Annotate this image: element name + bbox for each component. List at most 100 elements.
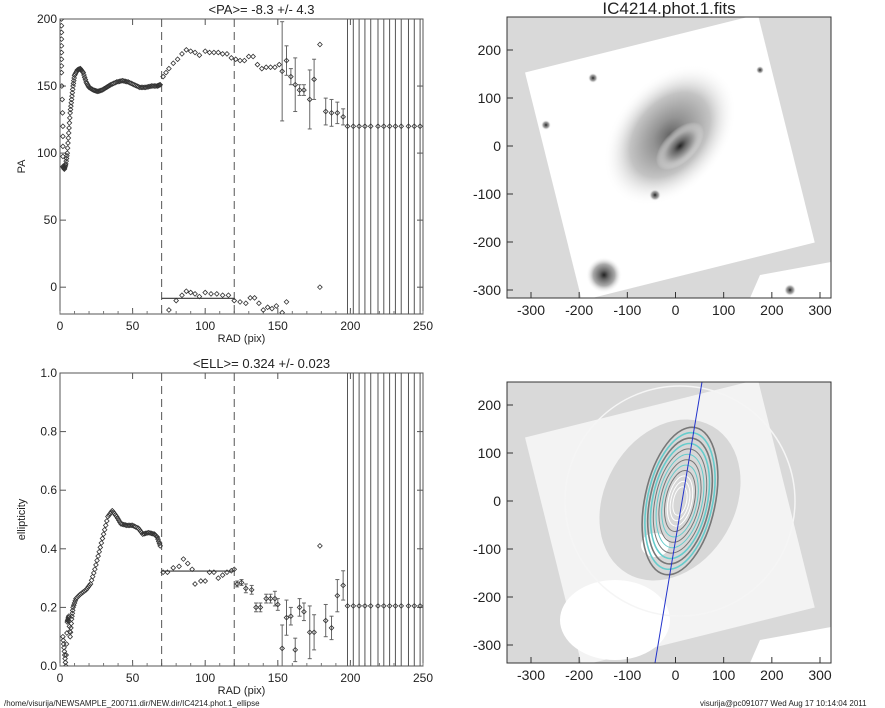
ellipticity-data-point (61, 648, 68, 655)
pa-wrapped-point (213, 291, 220, 297)
pa-data-point (60, 22, 65, 29)
pa-ytick-label: 150 (37, 79, 57, 93)
ellipticity-outer-point (356, 603, 362, 609)
pa-data-point (84, 81, 91, 88)
pa-data-point (60, 83, 65, 89)
pa-data-point (60, 143, 66, 150)
ellipticity-data-point (156, 540, 163, 547)
pa-data-point (121, 78, 127, 84)
ellipticity-data-point (184, 560, 191, 567)
ellipticity-plot: <ELL>= 0.324 +/- 0.023 RAD (pix) elliptici… (16, 356, 433, 697)
pa-wrapped-point (161, 321, 166, 326)
ellipticity-ylabel: ellipticity (16, 498, 28, 540)
pa-data-point (66, 115, 73, 121)
pa-data (60, 19, 423, 326)
pa-wrapped-point (173, 297, 180, 304)
ellipticity-data-point (60, 637, 67, 644)
image-footprint-corner (750, 262, 831, 298)
ellipticity-data-point (141, 530, 148, 537)
pa-data-point (224, 50, 230, 57)
pa-data-point (60, 56, 65, 63)
pa-data-point (65, 135, 72, 141)
ellipticity-data-point (87, 581, 94, 587)
pa-axes-frame (59, 18, 424, 315)
ellipticity-outer-point (398, 603, 405, 609)
masked-image-ytick-label: -100 (473, 541, 501, 557)
pa-data-point (301, 87, 307, 93)
fits-image-frame (506, 16, 832, 299)
isophote-ellipse (672, 486, 688, 516)
pa-outer-point (398, 123, 405, 130)
pa-wrapped-point (219, 292, 226, 299)
pa-data-point (334, 109, 341, 116)
ellipticity-outer-point (411, 603, 418, 609)
pa-wrapped-point (183, 288, 190, 295)
ellipticity-data-point (288, 613, 294, 620)
ellipticity-data-point (334, 592, 341, 599)
pa-data-point (322, 108, 329, 115)
pa-data-point (60, 123, 66, 130)
pa-data-point (60, 19, 65, 22)
ellipticity-outer-point (362, 603, 368, 609)
pa-xlabel: RAD (pix) (218, 333, 266, 345)
masked-image-panel (507, 382, 831, 663)
ellipticity-data-point (176, 563, 182, 570)
pa-outer-point (380, 123, 387, 130)
pa-data-point (69, 89, 76, 96)
fits-image-ytick-label: -200 (473, 234, 501, 250)
ellipticity-xtick-label: 100 (195, 671, 215, 685)
pa-data-point (60, 69, 65, 76)
ellipticity-data-point (98, 540, 105, 546)
ellipticity-outer-point (392, 603, 399, 609)
ellipticity-outer-point (417, 603, 423, 609)
masked-image-xtick-label: 0 (672, 667, 680, 683)
pa-title: <PA>= -8.3 +/- 4.3 (209, 2, 315, 17)
ellipticity-outer-point (344, 603, 351, 609)
pa-data-point (67, 106, 74, 113)
pa-outer-point (392, 123, 399, 130)
pa-data-point (71, 72, 78, 79)
pa-data-point (279, 68, 286, 75)
ellipticity-data-point (90, 570, 97, 576)
masked-image-xtick-label: 200 (760, 667, 784, 683)
ellipticity-data-point (91, 566, 98, 573)
fits-image-axes: IC4214.phot.1.fits -300 -200 -100 0 100 200 300… (473, 0, 832, 318)
pa-wrapped-point (260, 307, 267, 313)
isophote-ellipse (641, 426, 719, 576)
outer-circle (564, 385, 796, 617)
star (588, 73, 598, 83)
fits-image-ytick-label: -300 (473, 282, 501, 298)
pa-ytick-label: 0 (50, 280, 57, 294)
pa-data-point (196, 52, 203, 59)
ellipticity-data-point (322, 617, 329, 624)
pa-wrapped-point (192, 291, 198, 297)
pa-data-point (72, 71, 79, 77)
star-mask (560, 580, 670, 660)
isophote-ellipse (669, 480, 691, 522)
pa-data-point (258, 65, 265, 72)
ellipticity-xtick-label: 50 (126, 671, 140, 685)
ellipticity-data-point (145, 529, 152, 536)
pa-outer-point (386, 123, 393, 130)
pa-data-point (288, 73, 294, 80)
pa-xtick-label: 50 (126, 319, 140, 333)
pa-data-point (67, 109, 74, 116)
ellipticity-data-point (170, 564, 177, 571)
ellipticity-data-point (88, 577, 95, 584)
ellipticity-data-point (189, 566, 195, 573)
pa-wrapped-point (242, 300, 249, 307)
pa-data-point (292, 81, 299, 88)
ellipticity-outer-point (405, 603, 412, 609)
pa-wrapped-point (251, 295, 258, 301)
ellipticity-data-point (62, 659, 69, 666)
masked-image-frame (506, 381, 832, 664)
pa-data-point (66, 120, 73, 126)
pa-data-point (73, 69, 79, 76)
isophote-contours (641, 426, 719, 576)
star (784, 284, 796, 296)
pa-data-point (179, 50, 185, 57)
pa-xtick-label: 0 (57, 319, 64, 333)
isophote-ellipse (664, 470, 696, 532)
pa-data-point (65, 130, 72, 136)
pa-wrapped-point (273, 303, 280, 309)
